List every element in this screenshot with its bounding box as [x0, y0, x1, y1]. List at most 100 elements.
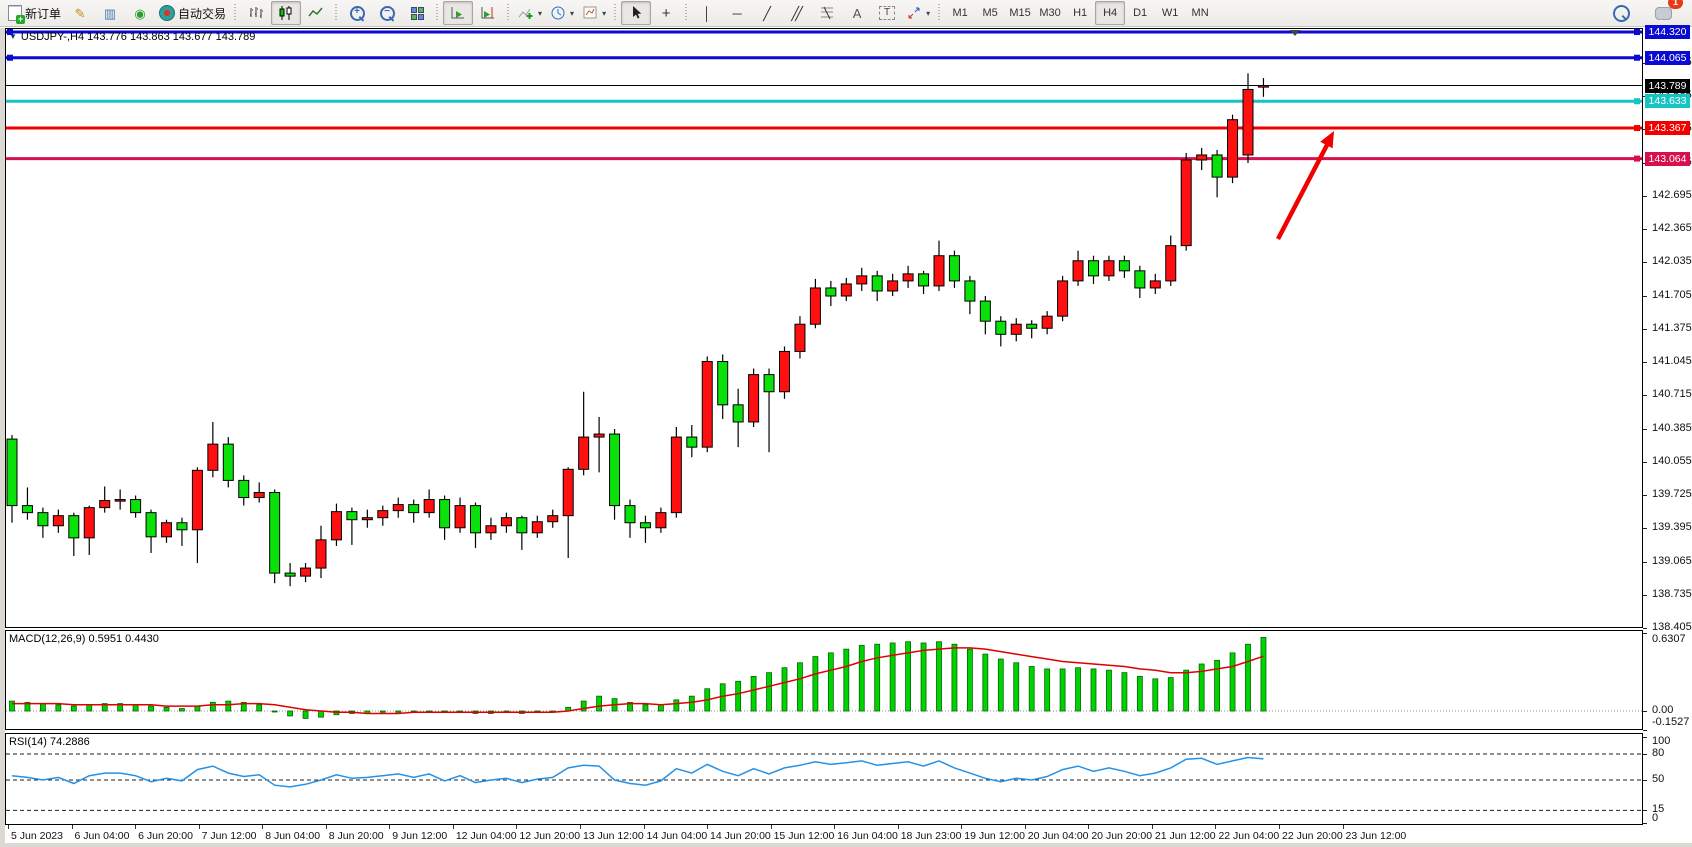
bar-chart-button[interactable] — [241, 1, 271, 25]
price-tick-label: 141.045 — [1652, 355, 1692, 367]
price-tick-label: 140.055 — [1652, 454, 1692, 467]
candles-layer — [6, 73, 1269, 587]
tf-m30-button[interactable]: M30 — [1035, 1, 1065, 25]
tf-w1-button[interactable]: W1 — [1155, 1, 1185, 25]
candlestick-chart[interactable] — [6, 29, 1642, 627]
chevron-down-icon[interactable]: ▾ — [926, 8, 931, 18]
chevron-down-icon[interactable]: ▾ — [602, 8, 607, 18]
indicators-button[interactable]: ▾ — [514, 1, 546, 25]
price-tick-mark — [1643, 229, 1647, 230]
signals-button[interactable]: ◉ — [125, 1, 155, 25]
auto-scroll-icon — [450, 5, 466, 21]
time-tick-label: 13 Jun 12:00 — [582, 830, 644, 842]
time-tick-label: 12 Jun 04:00 — [455, 830, 517, 842]
time-axis[interactable]: 5 Jun 2023 6 Jun 04:00 6 Jun 20:00 7 Jun 12… — [5, 825, 1643, 843]
time-tick-mark — [579, 825, 581, 829]
text-label-button[interactable]: T — [872, 1, 902, 25]
tf-h4-button[interactable]: H4 — [1095, 1, 1126, 25]
price-tick-label: 139.395 — [1652, 521, 1692, 534]
price-axis[interactable]: 144.015143.685143.355143.025142.695142.3… — [1643, 25, 1692, 843]
time-tick-label: 20 Jun 04:00 — [1027, 830, 1089, 842]
new-order-button[interactable]: + 新订单 — [4, 1, 65, 25]
chat-icon — [1654, 6, 1672, 20]
time-tick-label: 15 Jun 12:00 — [773, 830, 835, 842]
zoom-in-icon: + — [349, 5, 365, 21]
tf-m5-button[interactable]: M5 — [975, 1, 1005, 25]
tile-windows-button[interactable] — [402, 1, 432, 25]
vertical-line-button[interactable]: │ — [692, 1, 722, 25]
rsi-chart[interactable] — [6, 734, 1642, 824]
tf-d1-button[interactable]: D1 — [1125, 1, 1155, 25]
rsi-tick-mark — [1643, 736, 1647, 738]
macd-pane[interactable] — [5, 630, 1643, 730]
zoom-in-button[interactable]: + — [342, 1, 372, 25]
rsi-pane[interactable] — [5, 733, 1643, 825]
zoom-out-button[interactable]: − — [372, 1, 402, 25]
time-tick-label: 19 Jun 12:00 — [964, 830, 1025, 842]
crosshair-button[interactable]: + — [651, 1, 681, 25]
arrows-button[interactable]: ▾ — [902, 1, 934, 25]
rsi-axis-label: 100 — [1652, 735, 1671, 747]
autotrading-button[interactable]: 自动交易 — [155, 1, 230, 25]
time-tick-mark — [707, 825, 709, 829]
price-line-label: 143.367 — [1645, 121, 1690, 136]
price-chart-pane[interactable] — [5, 28, 1643, 628]
window-bottom-edge — [0, 843, 1692, 847]
time-tick-mark — [389, 825, 391, 829]
time-tick-mark — [135, 825, 137, 829]
macd-chart[interactable] — [6, 631, 1642, 729]
time-tick-mark — [452, 825, 454, 829]
rsi-axis-label: 15 — [1652, 803, 1665, 816]
macd-axis-label: 0.6307 — [1652, 633, 1686, 645]
toolbar-separator — [234, 4, 238, 22]
tf-m1-button[interactable]: M1 — [945, 1, 975, 25]
chevron-down-icon[interactable]: ▾ — [570, 8, 575, 18]
horizontal-line-button[interactable]: ─ — [722, 1, 752, 25]
time-tick-mark — [516, 825, 518, 829]
chart-shift-button[interactable] — [473, 1, 503, 25]
candlestick-button[interactable] — [271, 1, 302, 25]
price-tick-label: 140.385 — [1652, 421, 1692, 434]
line-chart-button[interactable] — [301, 1, 331, 25]
price-tick-mark — [1643, 328, 1647, 330]
periods-button[interactable]: ▾ — [546, 1, 578, 25]
macd-signal-line — [12, 647, 1264, 715]
line-handle — [1634, 98, 1640, 105]
price-tick-mark — [1643, 362, 1647, 363]
tf-mn-button-label: MN — [1191, 7, 1209, 19]
channel-icon: ╱╱ — [791, 5, 802, 21]
tf-m30-button-label: M30 — [1039, 7, 1061, 19]
notifications-button[interactable]: 1 — [1648, 0, 1683, 25]
search-button[interactable] — [1606, 1, 1636, 25]
tf-m15-button[interactable]: M15 — [1005, 1, 1035, 25]
templates-button[interactable]: ▾ — [578, 1, 610, 25]
one-click-trading-icon[interactable]: ▼ — [9, 32, 17, 41]
tf-mn-button[interactable]: MN — [1185, 1, 1215, 25]
channel-button[interactable]: ╱╱ — [782, 1, 812, 25]
macd-histogram — [9, 636, 1267, 719]
text-button[interactable]: A — [842, 1, 872, 25]
window-left-edge — [0, 28, 5, 847]
time-tick-mark — [1151, 825, 1153, 829]
candlestick-icon — [278, 5, 294, 21]
tf-h4-button-label: H4 — [1103, 7, 1118, 19]
chart-shift-icon — [480, 5, 496, 21]
price-tick-mark — [1643, 495, 1647, 496]
trendline-button[interactable]: ╱ — [752, 1, 782, 25]
time-tick-label: 18 Jun 23:00 — [900, 830, 962, 842]
auto-scroll-button[interactable] — [443, 1, 474, 25]
fibonacci-button[interactable] — [812, 1, 842, 25]
price-tick-mark — [1643, 561, 1647, 563]
cursor-button[interactable] — [621, 1, 652, 25]
time-tick-label: 16 Jun 04:00 — [837, 830, 898, 842]
vertical-line-icon: │ — [703, 5, 712, 21]
mql-editor-button[interactable]: ✎ — [65, 1, 95, 25]
chevron-down-icon[interactable]: ▾ — [538, 8, 543, 18]
charts-window-button[interactable]: ▥ — [95, 1, 125, 25]
time-tick-mark — [8, 825, 9, 829]
tf-h1-button-label: H1 — [1073, 7, 1088, 19]
clock-icon — [550, 5, 566, 21]
tf-h1-button[interactable]: H1 — [1065, 1, 1095, 25]
notification-badge: 1 — [1668, 0, 1683, 9]
toolbar-separator — [685, 4, 689, 22]
